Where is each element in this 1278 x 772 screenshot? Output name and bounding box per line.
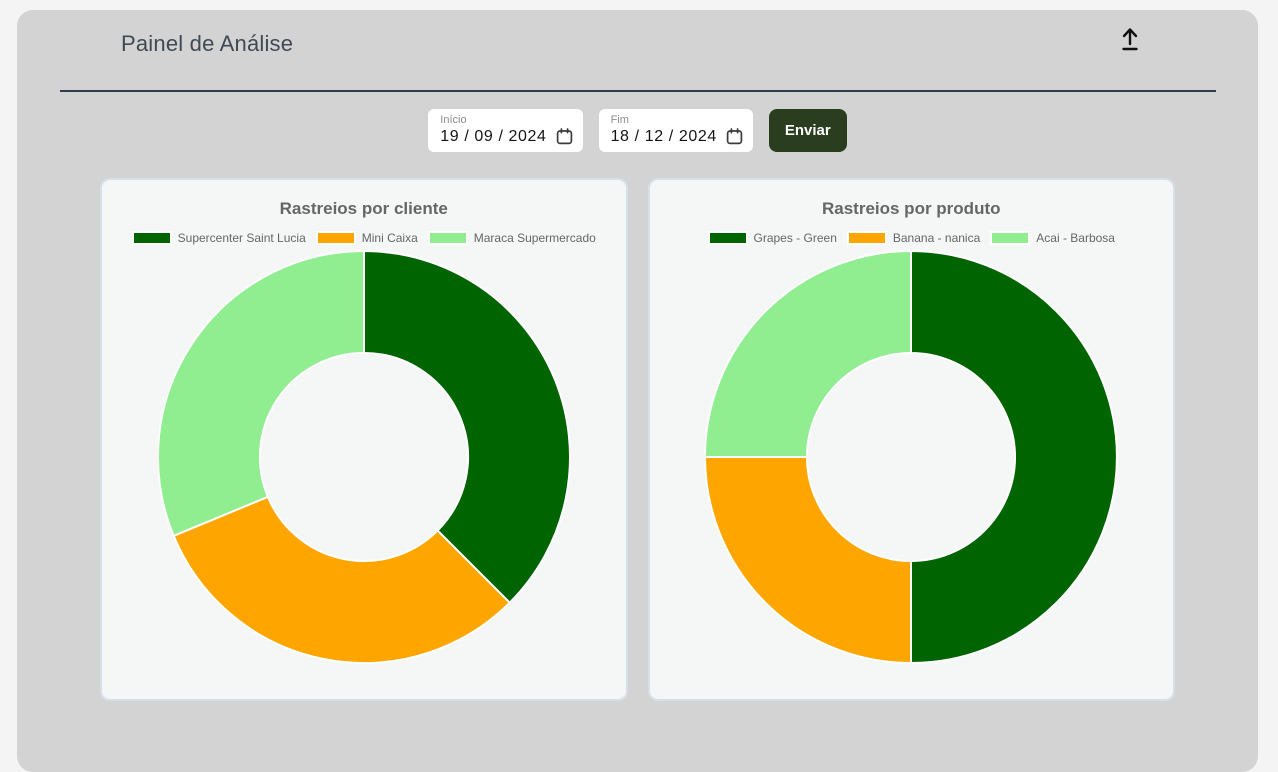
donut-segment[interactable]: [172, 495, 511, 664]
legend-label: Maraca Supermercado: [473, 231, 596, 245]
legend-swatch: [707, 231, 748, 245]
page-title: Painel de Análise: [121, 31, 294, 56]
start-date-value: 19 / 09 / 2024: [440, 127, 547, 145]
legend-item[interactable]: Acai - Barbosa: [990, 231, 1115, 245]
calendar-icon[interactable]: [726, 128, 743, 145]
legend-label: Mini Caixa: [361, 231, 418, 245]
legend-label: Grapes - Green: [753, 231, 837, 245]
upload-button[interactable]: [1115, 22, 1145, 56]
end-date-value: 18 / 12 / 2024: [610, 127, 717, 145]
donut-segment[interactable]: [704, 456, 913, 664]
chart-legend-products: Grapes - Green Banana - nanica Acai - Ba…: [703, 231, 1120, 245]
legend-label: Supercenter Saint Lucia: [177, 231, 306, 245]
donut-chart-products[interactable]: [703, 249, 1119, 665]
start-date-input[interactable]: Início 19 / 09 / 2024: [428, 109, 583, 152]
start-date-label: Início: [440, 114, 467, 127]
legend-label: Acai - Barbosa: [1036, 231, 1115, 245]
legend-item[interactable]: Mini Caixa: [315, 231, 418, 245]
legend-item[interactable]: Maraca Supermercado: [427, 231, 596, 245]
donut-segment[interactable]: [156, 250, 365, 537]
legend-swatch: [427, 231, 468, 245]
end-date-input[interactable]: Fim 18 / 12 / 2024: [598, 109, 753, 152]
analysis-panel: Painel de Análise Início 19 / 09 / 2024 …: [17, 10, 1258, 772]
chart-card-products: Rastreios por produto Grapes - Green Ban…: [647, 178, 1175, 701]
upload-icon: [1122, 28, 1138, 51]
legend-item[interactable]: Grapes - Green: [707, 231, 837, 245]
legend-swatch: [315, 231, 356, 245]
donut-segment[interactable]: [910, 250, 1119, 664]
legend-item[interactable]: Supercenter Saint Lucia: [131, 231, 306, 245]
legend-swatch: [131, 231, 172, 245]
legend-swatch: [846, 231, 887, 245]
calendar-icon[interactable]: [556, 128, 573, 145]
chart-legend-clients: Supercenter Saint Lucia Mini Caixa Marac…: [127, 231, 601, 245]
donut-chart-clients[interactable]: [156, 249, 572, 665]
date-filter-bar: Início 19 / 09 / 2024 Fim 18 / 12 / 2024…: [17, 109, 1258, 152]
charts-row: Rastreios por cliente Supercenter Saint …: [100, 178, 1175, 701]
legend-swatch: [990, 231, 1031, 245]
legend-label: Banana - nanica: [892, 231, 981, 245]
chart-title-clients: Rastreios por cliente: [279, 199, 448, 218]
header-divider: [60, 90, 1216, 92]
end-date-label: Fim: [610, 114, 629, 127]
legend-item[interactable]: Banana - nanica: [846, 231, 981, 245]
submit-button[interactable]: Enviar: [768, 109, 847, 152]
donut-segment[interactable]: [362, 250, 571, 604]
chart-card-clients: Rastreios por cliente Supercenter Saint …: [100, 178, 628, 701]
chart-title-products: Rastreios por produto: [821, 199, 1001, 218]
donut-segment[interactable]: [704, 250, 913, 458]
